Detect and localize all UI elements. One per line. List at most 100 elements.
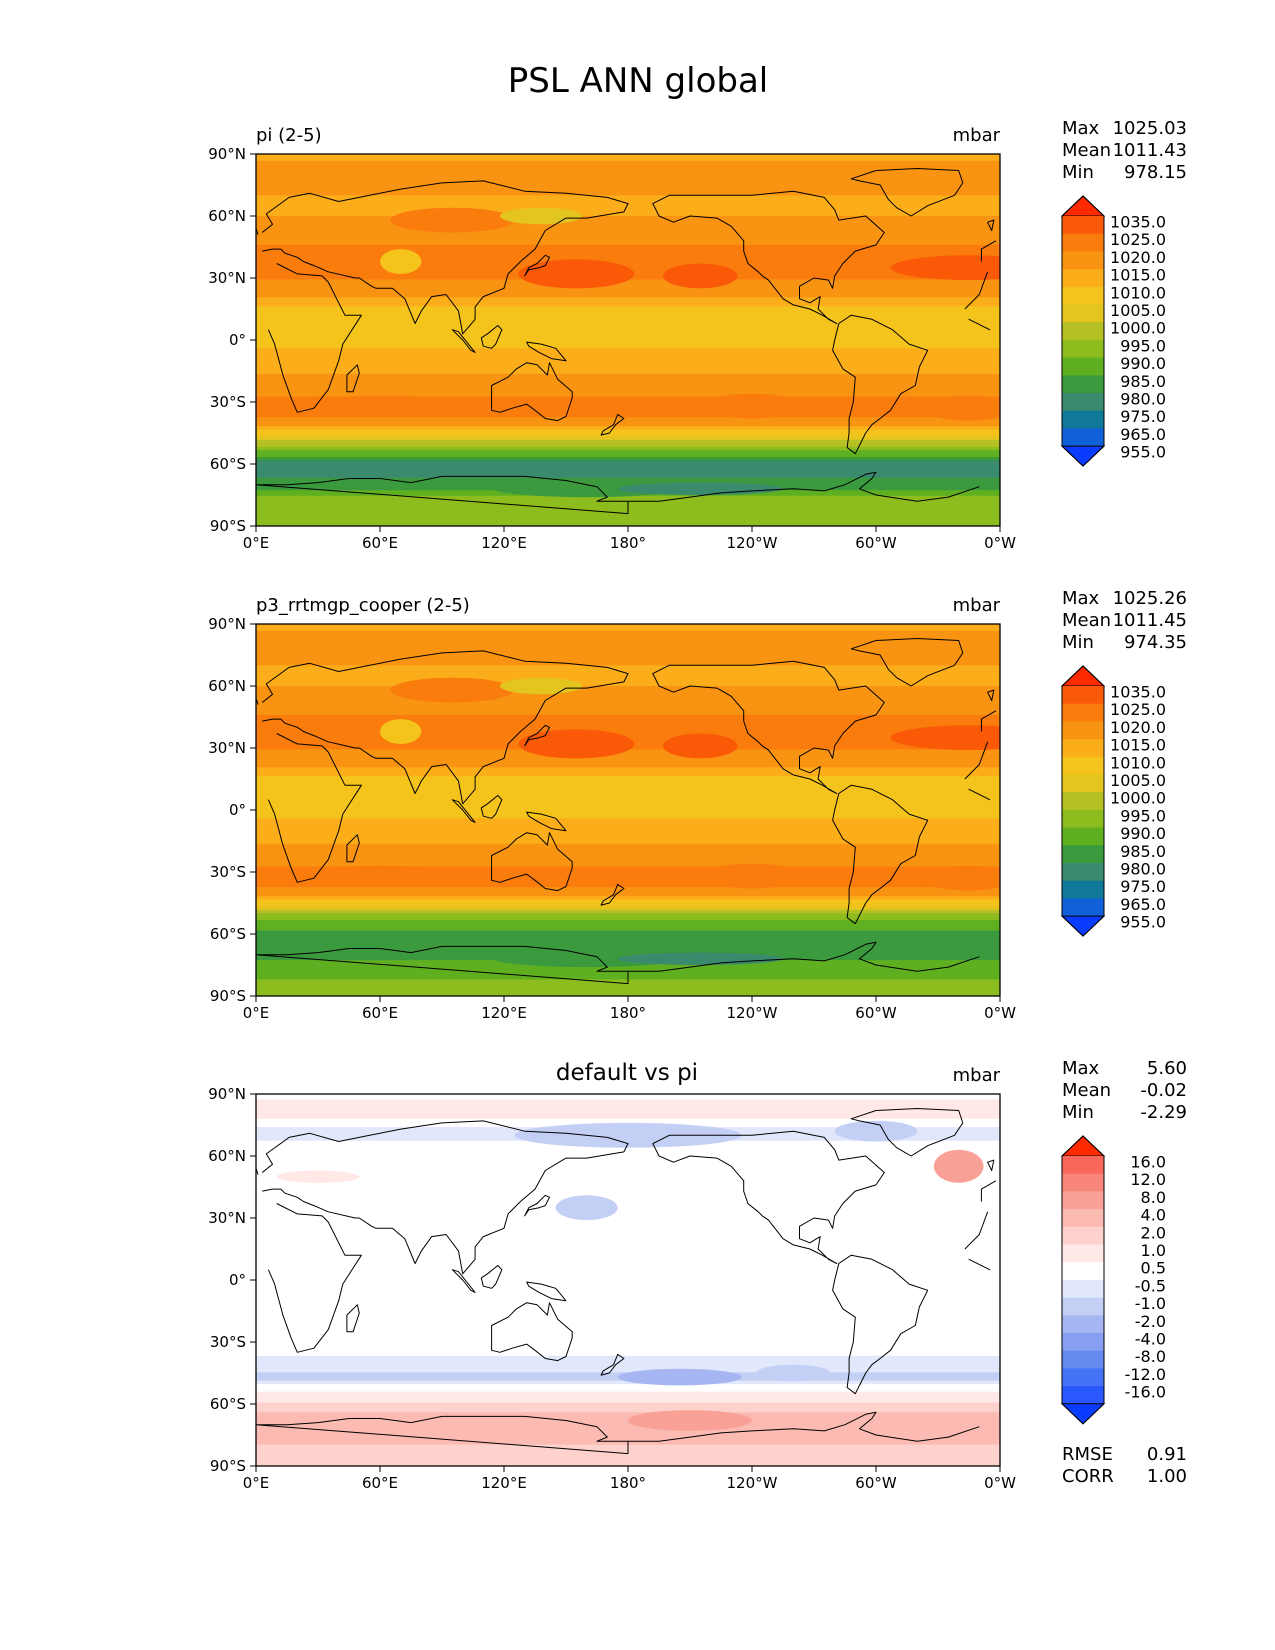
continent-south-america	[832, 314, 929, 455]
colorbar-label: 1025.0	[1110, 230, 1166, 249]
contour-band	[256, 1435, 1000, 1441]
colorbar-label: 995.0	[1120, 806, 1166, 825]
contour-band	[256, 1391, 1000, 1397]
colorbar-label: 12.0	[1130, 1170, 1166, 1189]
lat-tick-label: 30°N	[208, 1209, 246, 1227]
island-sumatra	[451, 1269, 476, 1293]
panel-p3-rrtmgp-cooper: p3_rrtmgp_cooper (2-5) mbar Max 1025.26 …	[208, 588, 1187, 1022]
contour-band	[256, 406, 1000, 413]
colorbar-segment	[1062, 721, 1104, 740]
contour-band	[256, 940, 1000, 946]
colorbar-segment	[1062, 686, 1104, 705]
colorbar-label: -0.5	[1135, 1276, 1166, 1295]
contour-band	[256, 495, 1000, 502]
contour-band	[256, 706, 1000, 716]
colorbar-segment	[1062, 428, 1104, 447]
continent-greenland	[850, 168, 964, 217]
continent-africa	[267, 733, 991, 883]
lon-tick-label: 60°W	[855, 1004, 897, 1022]
lat-tick-label: 90°S	[210, 517, 246, 535]
contour-band	[256, 1094, 1000, 1101]
contour-band	[256, 1402, 1000, 1407]
contour-band	[256, 315, 1000, 325]
colorbar-label: 985.0	[1120, 372, 1166, 391]
psl-field-map	[255, 623, 1001, 997]
lon-tick-label: 60°E	[362, 1004, 398, 1022]
lat-tick-label: 90°S	[210, 987, 246, 1005]
contour-band	[256, 923, 1000, 928]
colorbar-label: 1010.0	[1110, 753, 1166, 772]
contour-feature	[276, 395, 484, 417]
colorbar-label: 2.0	[1141, 1223, 1166, 1242]
island-new-zealand	[600, 1353, 625, 1376]
colorbar-outline	[1061, 195, 1105, 467]
lon-tick-label: 0°W	[984, 534, 1016, 552]
contour-band	[256, 331, 1000, 341]
contour-band	[256, 1151, 1000, 1165]
contour-band	[256, 436, 1000, 441]
lat-tick-label: 60°N	[208, 677, 246, 695]
contour-feature	[276, 1170, 360, 1183]
contour-band	[256, 903, 1000, 908]
contour-band	[256, 382, 1000, 393]
lat-tick-label: 0°	[229, 801, 246, 819]
island-borneo	[480, 1265, 503, 1289]
lon-tick-label: 0°E	[243, 1004, 270, 1022]
map-axes: 90°N 60°N 30°N 0° 30°S 60°S 90°S0°E 60°E 120°E 18…	[208, 1085, 1016, 1492]
contour-band	[256, 1420, 1000, 1427]
colorbar-segment	[1062, 703, 1104, 722]
colorbar-label: -4.0	[1135, 1330, 1166, 1349]
colorbar-label: 1.0	[1141, 1241, 1166, 1260]
contour-band	[256, 1380, 1000, 1385]
contour-band	[256, 920, 1000, 925]
contour-band	[256, 244, 1000, 254]
panel-units: mbar	[953, 125, 1001, 146]
contour-band	[256, 731, 1000, 742]
lon-tick-label: 180°	[610, 1474, 646, 1492]
contour-band	[256, 1187, 1000, 1199]
lat-tick-label: 30°N	[208, 739, 246, 757]
lat-tick-label: 30°N	[208, 269, 246, 287]
contour-band	[256, 450, 1000, 455]
colorbar-segment	[1062, 1209, 1104, 1228]
colorbar-segment	[1062, 1226, 1104, 1245]
island-madagascar	[346, 364, 360, 393]
island-borneo	[480, 795, 503, 819]
contour-band	[256, 1387, 1000, 1393]
stat-min-value: -2.29	[1140, 1102, 1187, 1123]
stat-min-value: 978.15	[1124, 162, 1187, 183]
contour-feature	[756, 1364, 831, 1382]
colorbar-segment	[1062, 322, 1104, 341]
island-borneo	[480, 325, 503, 349]
colorbar-label: 965.0	[1120, 895, 1166, 914]
contour-band	[256, 1362, 1000, 1369]
contour-band	[256, 810, 1000, 820]
island-new-zealand	[600, 413, 625, 436]
contour-band	[256, 1105, 1000, 1112]
stat-corr-value: 1.00	[1147, 1466, 1187, 1487]
contour-feature	[493, 480, 680, 498]
contour-band	[256, 417, 1000, 424]
contour-band	[256, 364, 1000, 375]
contour-band	[256, 927, 1000, 932]
lon-tick-label: 120°E	[481, 534, 527, 552]
contour-band	[256, 896, 1000, 901]
contour-band	[256, 1300, 1000, 1316]
stat-max-label: Max	[1062, 588, 1100, 609]
contour-feature	[518, 259, 635, 289]
colorbar-extend-max	[1060, 1135, 1106, 1157]
continent-antarctica	[256, 471, 980, 515]
lon-tick-label: 0°E	[243, 1474, 270, 1492]
colorbar-label: -8.0	[1135, 1347, 1166, 1366]
colorbar: 1035.01025.01020.01015.01010.01005.01000…	[1060, 665, 1166, 937]
contour-band	[256, 323, 1000, 333]
contour-band	[256, 913, 1000, 918]
contour-band	[256, 261, 1000, 272]
stat-min-label: Min	[1062, 632, 1094, 653]
contour-band	[256, 916, 1000, 921]
lat-tick-label: 0°	[229, 331, 246, 349]
contour-feature	[380, 249, 422, 274]
colorbar-segment	[1062, 1386, 1104, 1405]
panel-units: mbar	[953, 1065, 1001, 1086]
contour-feature	[663, 733, 738, 759]
